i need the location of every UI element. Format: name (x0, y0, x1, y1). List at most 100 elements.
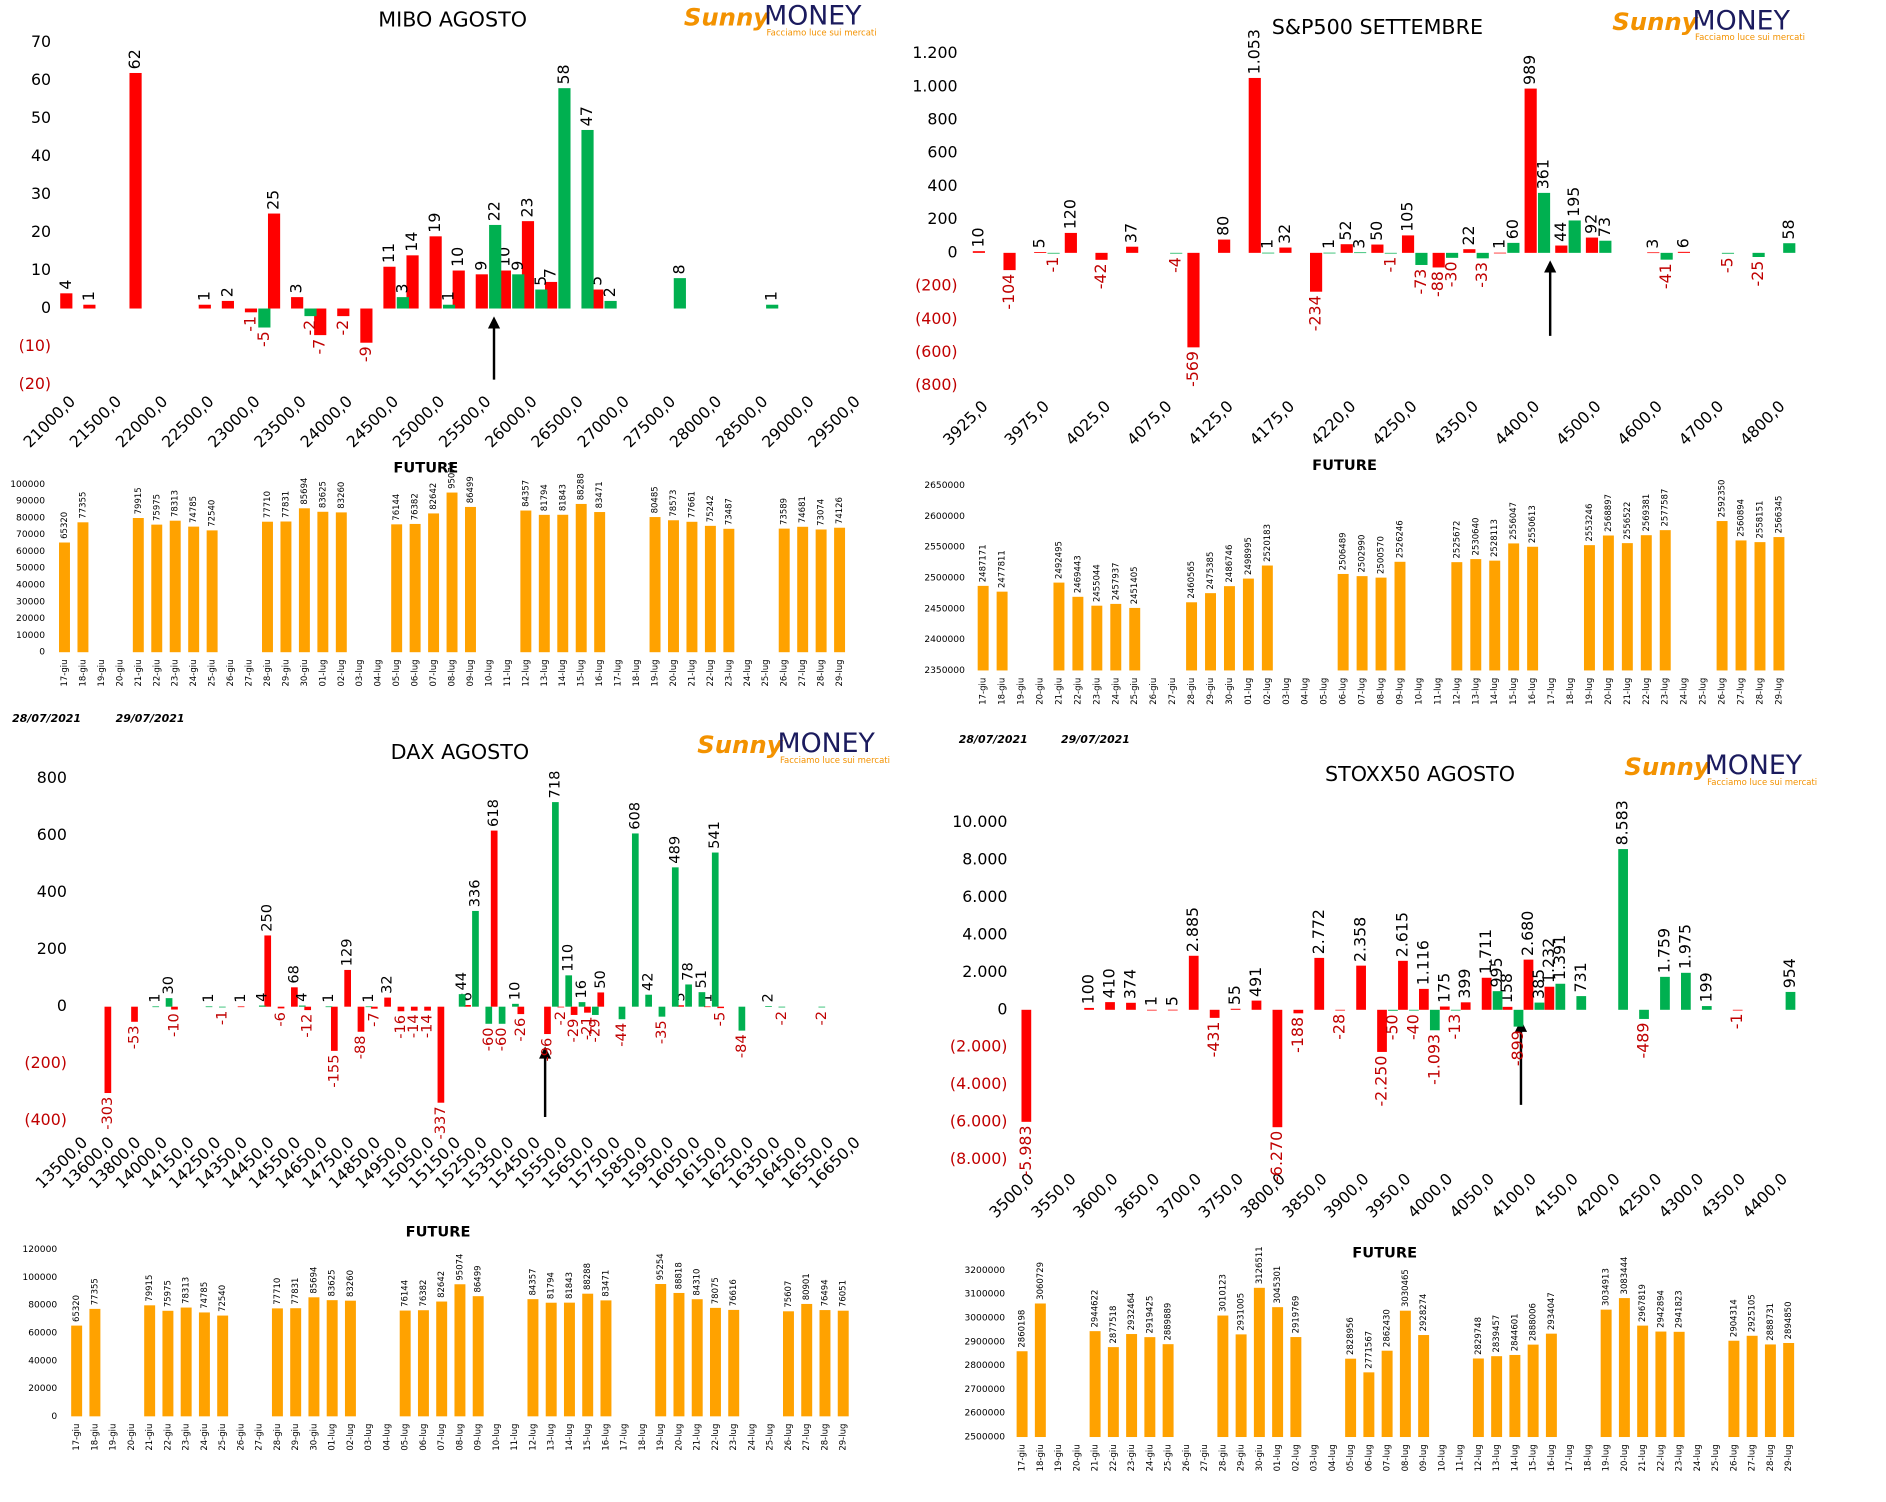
y-tick-label: (6.000) (950, 1112, 1008, 1131)
value-label: -16 (392, 1015, 409, 1039)
x-tick-label: 25-lug (1699, 678, 1709, 705)
value-label: -5 (712, 1012, 729, 1027)
x-tick-label: 24-giu (189, 659, 199, 686)
bar (409, 523, 421, 653)
date-label: 29/07/2021 (1061, 733, 1130, 746)
value-label: 65320 (72, 1295, 82, 1322)
value-label: 55 (1225, 985, 1244, 1005)
bar (151, 524, 163, 653)
x-tick-label: 22-giu (163, 1424, 173, 1451)
y-tick-label: 2600000 (924, 512, 965, 522)
value-label: 2558151 (1755, 501, 1765, 539)
x-tick-label: 4200,0 (1571, 1169, 1624, 1222)
y-tick-label: 0 (997, 999, 1007, 1018)
bar (645, 994, 652, 1007)
x-tick-label: 24-giu (1145, 1444, 1155, 1471)
bar (396, 297, 409, 309)
value-label: 88288 (577, 473, 587, 500)
bar (267, 213, 281, 309)
y-tick-label: (10) (19, 336, 51, 355)
y-tick-label: 100000 (10, 480, 45, 490)
bar (691, 1299, 703, 1417)
bar (1205, 593, 1216, 671)
bar (544, 281, 558, 309)
bar (591, 289, 604, 309)
x-tick-label: 13-lug (1471, 678, 1481, 705)
value-label: 250 (259, 904, 276, 932)
value-label: 73589 (780, 498, 790, 525)
x-tick-label: 25-giu (1164, 1444, 1174, 1471)
bar (709, 1307, 721, 1417)
value-label: 75607 (784, 1281, 794, 1308)
x-tick-label: 3500,0 (985, 1169, 1038, 1222)
value-label: 110 (560, 944, 577, 972)
value-label: 78313 (182, 1277, 192, 1304)
bar (280, 521, 292, 653)
bar (544, 1006, 551, 1035)
value-label: 5 (1162, 996, 1181, 1006)
value-label: 8.583 (1613, 800, 1632, 845)
value-label: 3045301 (1273, 1266, 1283, 1304)
bar (335, 512, 347, 653)
x-tick-label: 02-lug (337, 659, 347, 686)
value-label: 22 (485, 201, 504, 221)
value-label: 86499 (474, 1265, 484, 1292)
value-label: 100 (1079, 974, 1098, 1004)
value-label: -1.093 (1424, 1034, 1443, 1085)
y-tick-label: 2550000 (924, 543, 965, 553)
x-tick-label: 22-giu (152, 659, 162, 686)
bar (298, 1005, 306, 1007)
y-tick-label: 10 (31, 260, 51, 279)
y-tick-label: 1.200 (912, 43, 957, 62)
bar (428, 513, 440, 653)
value-label: 82642 (429, 483, 439, 510)
bar (1293, 1009, 1304, 1014)
bar (1418, 1335, 1430, 1438)
value-label: 32 (379, 975, 396, 994)
value-label: 84310 (693, 1269, 703, 1296)
bar (1217, 1315, 1229, 1438)
bar (1470, 559, 1482, 671)
x-tick-label: 09-lug (1395, 678, 1405, 705)
value-label: 541 (706, 821, 723, 849)
bar (1655, 1331, 1667, 1438)
x-tick-label: 4125,0 (1184, 397, 1237, 450)
x-tick-label: 21-giu (134, 659, 144, 686)
bar (1345, 1358, 1357, 1438)
value-label: 85694 (309, 1267, 319, 1294)
value-label: -155 (325, 1055, 342, 1088)
y-tick-label: 6.000 (962, 887, 1007, 906)
value-label: -40 (1403, 1014, 1422, 1040)
bar (578, 1002, 586, 1007)
value-label: -26 (512, 1018, 529, 1042)
bar (1375, 577, 1387, 671)
value-label: 2568897 (1604, 494, 1614, 532)
value-label: -2 (333, 320, 352, 336)
bar (581, 129, 594, 309)
arrows (487, 260, 1557, 1118)
value-label: 95254 (656, 1253, 666, 1280)
value-label: 1 (194, 291, 213, 301)
value-label: 995 (1487, 957, 1506, 987)
x-tick-label: 30-giu (309, 1424, 319, 1451)
value-label: -10 (165, 1013, 182, 1037)
x-tick-label: 16-lug (601, 1424, 611, 1451)
value-label: 50 (1367, 221, 1386, 241)
x-tick-label: 21-lug (1638, 1444, 1648, 1471)
value-label: -50 (1382, 1014, 1401, 1040)
bar (717, 1006, 725, 1009)
y-tick-label: 0 (948, 242, 958, 261)
value-label: 2477811 (998, 550, 1008, 588)
value-label: 2860198 (1018, 1310, 1028, 1348)
bar (406, 255, 419, 309)
logo-brand: Sunny (1624, 752, 1710, 781)
bar (60, 293, 73, 309)
bar (552, 802, 559, 1007)
value-label: 77831 (281, 491, 291, 518)
value-label: 83471 (595, 481, 605, 508)
chart-title: S&P500 SETTEMBRE (1272, 15, 1483, 39)
value-label: 2486746 (1225, 545, 1235, 583)
value-label: 105 (1398, 202, 1417, 232)
value-label: 2862430 (1383, 1309, 1393, 1347)
bar (1126, 1334, 1138, 1438)
